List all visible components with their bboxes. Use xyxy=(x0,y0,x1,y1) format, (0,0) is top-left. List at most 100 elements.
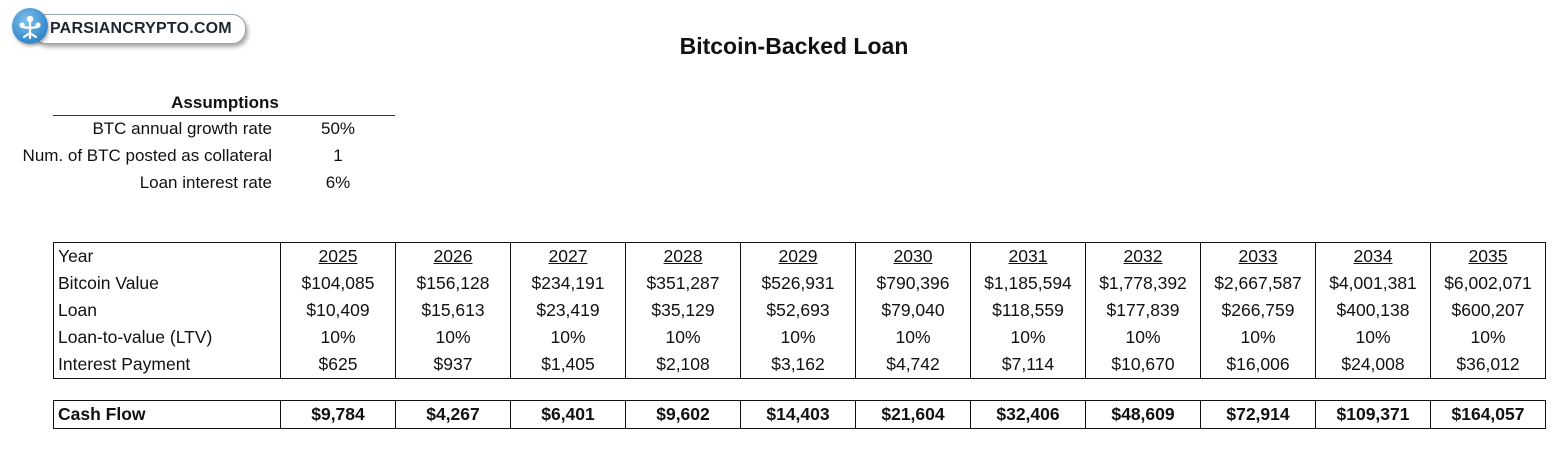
table-cell: $526,931 xyxy=(740,270,856,297)
row-label: Interest Payment xyxy=(53,351,281,379)
assumption-value: 6% xyxy=(325,173,351,192)
loan-table: Year 2025 2026 2027 2028 2029 2030 2031 2032 2033… xyxy=(53,242,1546,379)
table-cell: $118,559 xyxy=(970,297,1086,324)
row-label: Loan-to-value (LTV) xyxy=(53,324,281,351)
cash-flow-cell: $48,609 xyxy=(1085,400,1201,429)
table-cell: $35,129 xyxy=(625,297,741,324)
table-cell: 10% xyxy=(970,324,1086,351)
table-cell: 10% xyxy=(1315,324,1431,351)
year-header-cell: 2030 xyxy=(855,242,971,270)
table-cell: $937 xyxy=(395,351,511,379)
assumption-label: BTC annual growth rate xyxy=(92,119,272,138)
page-title: Bitcoin-Backed Loan xyxy=(679,33,909,59)
table-cell: 10% xyxy=(280,324,396,351)
table-row: Loan $10,409 $15,613 $23,419 $35,129 $52,693 $… xyxy=(53,297,1546,324)
table-cell: $1,405 xyxy=(510,351,626,379)
table-cell: 10% xyxy=(1200,324,1316,351)
cash-flow-cell: $21,604 xyxy=(855,400,971,429)
table-cell: $400,138 xyxy=(1315,297,1431,324)
table-cell: $351,287 xyxy=(625,270,741,297)
year-header-cell: 2027 xyxy=(510,242,626,270)
table-cell: $266,759 xyxy=(1200,297,1316,324)
logo-text: PARSIANCRYPTO.COM xyxy=(50,20,232,37)
table-cell: $7,114 xyxy=(970,351,1086,379)
year-header-cell: 2031 xyxy=(970,242,1086,270)
table-cell: $4,001,381 xyxy=(1315,270,1431,297)
year-label: 2025 xyxy=(318,246,358,266)
assumptions-heading-label: Assumptions xyxy=(171,93,279,112)
table-cell: $15,613 xyxy=(395,297,511,324)
row-label: Loan xyxy=(53,297,281,324)
table-cell: $36,012 xyxy=(1430,351,1546,379)
loan-table-body: Year 2025 2026 2027 2028 2029 2030 2031 2032 2033… xyxy=(53,242,1546,379)
brand-logo: PARSIANCRYPTO.COM xyxy=(10,6,246,44)
table-cell: $177,839 xyxy=(1085,297,1201,324)
table-cell: 10% xyxy=(625,324,741,351)
year-label: 2029 xyxy=(778,246,818,266)
cash-flow-cell: $9,602 xyxy=(625,400,741,429)
table-cell: 10% xyxy=(855,324,971,351)
table-cell: $104,085 xyxy=(280,270,396,297)
year-label: 2030 xyxy=(893,246,933,266)
table-cell: $234,191 xyxy=(510,270,626,297)
table-cell: $10,409 xyxy=(280,297,396,324)
assumption-label: Loan interest rate xyxy=(139,173,272,192)
table-cell: $790,396 xyxy=(855,270,971,297)
year-header-cell: 2026 xyxy=(395,242,511,270)
table-cell: 10% xyxy=(740,324,856,351)
year-header-cell: 2035 xyxy=(1430,242,1546,270)
table-cell: $6,002,071 xyxy=(1430,270,1546,297)
table-cell: $16,006 xyxy=(1200,351,1316,379)
assumption-value: 1 xyxy=(333,146,343,165)
year-header-cell: 2029 xyxy=(740,242,856,270)
year-header-cell: 2034 xyxy=(1315,242,1431,270)
year-label: 2033 xyxy=(1238,246,1278,266)
table-cell: $600,207 xyxy=(1430,297,1546,324)
table-cell: $4,742 xyxy=(855,351,971,379)
cash-flow-row: Cash Flow $9,784 $4,267 $6,401 $9,602 $14,403… xyxy=(53,400,1546,429)
table-cell: $2,667,587 xyxy=(1200,270,1316,297)
table-cell: 10% xyxy=(1085,324,1201,351)
row-label: Year xyxy=(53,242,281,270)
table-cell: 10% xyxy=(395,324,511,351)
cash-flow-cell: $6,401 xyxy=(510,400,626,429)
year-header-cell: 2028 xyxy=(625,242,741,270)
cash-flow-cell: $32,406 xyxy=(970,400,1086,429)
cash-flow-cell: $4,267 xyxy=(395,400,511,429)
table-cell: $625 xyxy=(280,351,396,379)
table-cell: $10,670 xyxy=(1085,351,1201,379)
year-label: 2034 xyxy=(1353,246,1393,266)
year-label: 2032 xyxy=(1123,246,1163,266)
table-cell: $24,008 xyxy=(1315,351,1431,379)
cash-flow-cell: $14,403 xyxy=(740,400,856,429)
cash-flow-cell: $109,371 xyxy=(1315,400,1431,429)
cash-flow-table: Cash Flow $9,784 $4,267 $6,401 $9,602 $14,403… xyxy=(53,400,1546,429)
logo-icon xyxy=(12,8,48,44)
assumptions-heading: Assumptions xyxy=(53,91,395,116)
year-header-cell: 2033 xyxy=(1200,242,1316,270)
table-row: Interest Payment $625 $937 $1,405 $2,108 $3,1… xyxy=(53,351,1546,379)
table-cell: 10% xyxy=(1430,324,1546,351)
logo-badge xyxy=(32,14,246,44)
table-cell: 10% xyxy=(510,324,626,351)
cash-flow-cell: $164,057 xyxy=(1430,400,1546,429)
cash-flow-table-body: Cash Flow $9,784 $4,267 $6,401 $9,602 $14,403… xyxy=(53,400,1546,429)
table-cell: $79,040 xyxy=(855,297,971,324)
cash-flow-cell: $72,914 xyxy=(1200,400,1316,429)
cash-flow-cell: $9,784 xyxy=(280,400,396,429)
table-cell: $1,778,392 xyxy=(1085,270,1201,297)
table-row: Bitcoin Value $104,085 $156,128 $234,191 $35… xyxy=(53,270,1546,297)
people-network-icon xyxy=(19,15,41,40)
table-cell: $2,108 xyxy=(625,351,741,379)
cash-flow-label: Cash Flow xyxy=(53,400,281,429)
year-label: 2028 xyxy=(663,246,703,266)
row-label: Bitcoin Value xyxy=(53,270,281,297)
assumption-value: 50% xyxy=(320,119,356,138)
table-cell: $1,185,594 xyxy=(970,270,1086,297)
assumption-label: Num. of BTC posted as collateral xyxy=(22,146,272,165)
year-label: 2031 xyxy=(1008,246,1048,266)
year-row: Year 2025 2026 2027 2028 2029 2030 2031 2032 2033… xyxy=(53,242,1546,270)
year-header-cell: 2025 xyxy=(280,242,396,270)
table-cell: $52,693 xyxy=(740,297,856,324)
table-cell: $23,419 xyxy=(510,297,626,324)
